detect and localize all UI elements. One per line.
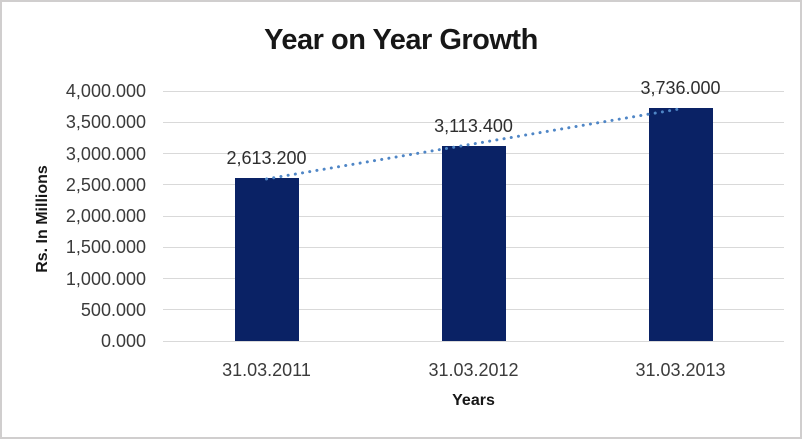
chart-title: Year on Year Growth <box>264 24 538 56</box>
plot-area <box>163 90 784 342</box>
bar-31.03.2012 <box>441 146 506 341</box>
y-tick-label: 3,000.000 <box>65 143 146 164</box>
y-tick-label: 2,000.000 <box>65 206 146 226</box>
bar-31.03.2013 <box>648 107 713 341</box>
x-axis-title: Years <box>452 392 495 409</box>
y-tick-label: 2,500.000 <box>65 174 146 195</box>
y-tick-label: 500.000 <box>80 299 146 320</box>
gridline <box>163 340 784 342</box>
x-tick-label: 31.03.2012 <box>428 360 519 380</box>
data-label: 3,113.400 <box>434 116 513 137</box>
y-tick-label: 0.000 <box>100 331 146 351</box>
bar-31.03.2011 <box>234 177 299 341</box>
y-tick-label: 4,000.000 <box>65 81 146 101</box>
y-tick-label: 1,500.000 <box>65 237 146 258</box>
y-tick-label: 1,000.000 <box>65 268 146 289</box>
data-label: 3,736.000 <box>640 77 721 98</box>
x-tick-label: 31.03.2013 <box>635 360 726 380</box>
x-tick-label: 31.03.2011 <box>222 360 311 380</box>
data-label: 2,613.200 <box>226 147 307 168</box>
gridline <box>163 90 784 92</box>
y-tick-label: 3,500.000 <box>65 112 146 133</box>
